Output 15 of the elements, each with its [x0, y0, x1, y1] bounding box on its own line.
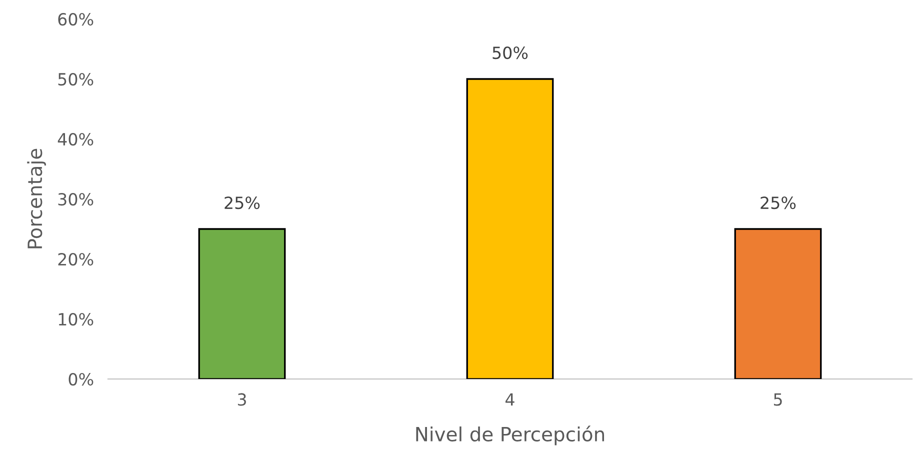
y-tick-label: 10%: [58, 312, 94, 326]
y-tick-label: 30%: [58, 192, 94, 206]
data-label: 50%: [492, 46, 528, 60]
y-tick-label: 50%: [58, 72, 94, 86]
x-axis-title: Nivel de Percepción: [416, 426, 604, 446]
data-label: 25%: [224, 196, 260, 210]
y-tick-label: 40%: [58, 132, 94, 146]
data-label: 25%: [760, 196, 796, 210]
y-tick-label: 60%: [58, 12, 94, 26]
y-tick-label: 20%: [58, 252, 94, 266]
x-tick-label: 3: [238, 393, 246, 406]
x-tick-label: 4: [506, 393, 514, 406]
y-axis-title: Porcentaje: [27, 148, 46, 248]
x-tick-label: 5: [774, 393, 782, 406]
y-tick-label: 0%: [68, 372, 94, 386]
